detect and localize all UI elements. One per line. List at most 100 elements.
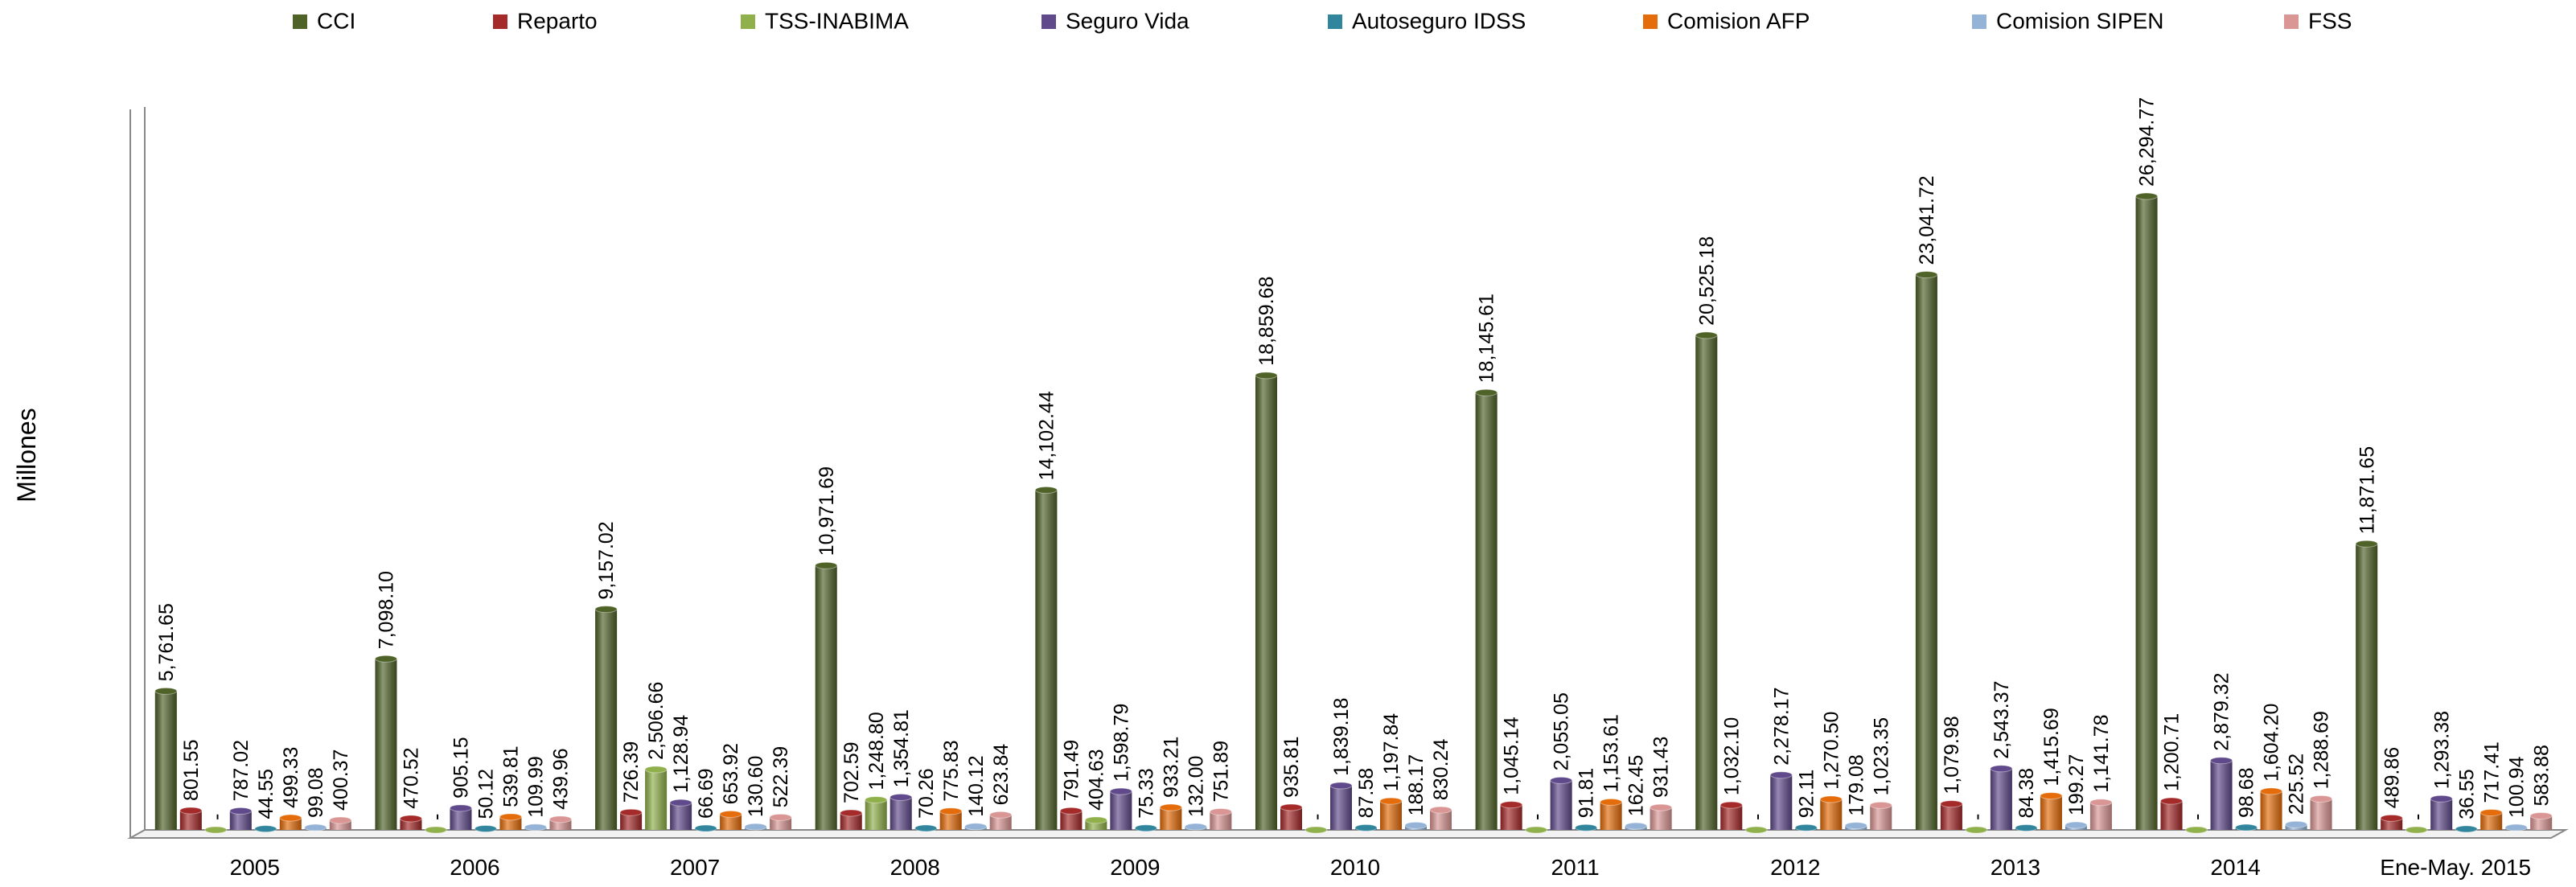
data-label: 140.12 (965, 755, 988, 816)
bar-shade (2210, 760, 2233, 830)
data-label: 1,153.61 (1600, 714, 1623, 792)
bar-shade (1600, 802, 1622, 830)
data-label: 7,098.10 (376, 571, 398, 649)
bar-shade (1820, 799, 1843, 830)
bar-cap (2504, 823, 2528, 832)
legend-swatch (741, 14, 755, 29)
bar-cap (2380, 814, 2403, 822)
data-label: 470.52 (401, 747, 423, 808)
x-tick-label: 2010 (1330, 855, 1380, 880)
data-label: 1,248.80 (865, 712, 888, 790)
bar-cap (1184, 823, 1207, 831)
bar-cap (2529, 812, 2553, 820)
data-label: 20,525.18 (1695, 236, 1718, 326)
bar-shade (595, 609, 618, 830)
bar-cap (1429, 806, 1452, 814)
legend-label: Autoseguro IDSS (1352, 8, 1526, 33)
bar-shade (1255, 375, 1277, 830)
bar-shade (1940, 803, 1962, 830)
data-label: 522.39 (770, 746, 792, 807)
bar-cap (399, 815, 422, 823)
data-label: 100.94 (2505, 756, 2528, 818)
data-label: 2,055.05 (1551, 692, 1573, 770)
bar-cap (2430, 795, 2453, 803)
bar-cap (2185, 826, 2208, 834)
legend-label: Seguro Vida (1066, 8, 1189, 33)
bar-shade (2430, 799, 2453, 830)
data-label: 702.59 (840, 741, 863, 803)
bar-cap (889, 793, 913, 801)
data-label: 1,141.78 (2090, 714, 2113, 792)
bar-cap (1379, 797, 1403, 805)
bar-shade (939, 811, 962, 830)
bar-shade (2480, 812, 2503, 830)
data-label: 2,278.17 (1770, 687, 1793, 765)
legend-swatch (1041, 14, 1056, 29)
x-tick-label: 2006 (450, 855, 499, 880)
bar-shade (865, 799, 887, 830)
data-label: 653.92 (720, 743, 742, 804)
data-label: 801.55 (180, 740, 203, 801)
bar-cap (2089, 799, 2113, 807)
bar-shade (1550, 780, 1572, 830)
bar-cap (1600, 798, 1623, 806)
data-label: 75.33 (1135, 768, 1157, 819)
legend-swatch (2284, 14, 2299, 29)
bar-cap (2285, 820, 2308, 828)
data-label: 489.86 (2381, 747, 2403, 808)
bar-shade (1430, 810, 1452, 830)
bar-shade (1720, 805, 1743, 830)
legend-swatch (493, 14, 507, 29)
bar-cap (254, 825, 277, 833)
data-label: 162.45 (1625, 755, 1648, 816)
bar-cap (2479, 809, 2503, 817)
legend-label: Comision SIPEN (1996, 8, 2164, 33)
bar-cap (1719, 801, 1743, 809)
data-label: 1,079.98 (1941, 716, 1963, 794)
bar-cap (1059, 807, 1083, 815)
bar-shade (1110, 791, 1132, 830)
data-label: 109.99 (525, 756, 548, 817)
data-label: 499.33 (280, 747, 302, 808)
data-label: 2,543.37 (1991, 680, 2013, 758)
bar-shade (375, 659, 397, 830)
data-label: 1,197.84 (1380, 713, 1403, 791)
bar-shade (329, 820, 351, 830)
data-label: 92.11 (1795, 770, 1818, 819)
bar-shade (2310, 799, 2332, 830)
data-label: 26,294.77 (2136, 97, 2159, 187)
bar-shade (279, 818, 302, 830)
bar-shade (1035, 490, 1058, 830)
bar-cap (1525, 826, 1548, 834)
data-label: 132.00 (1185, 756, 1207, 817)
x-tick-label: 2013 (1991, 855, 2040, 880)
bar-shade (840, 812, 862, 830)
data-label: 726.39 (620, 741, 643, 803)
bar-cap (329, 816, 352, 824)
bar-cap (1990, 765, 2013, 773)
bar-cap (524, 823, 547, 832)
bar-cap (229, 807, 253, 815)
bar-cap (1404, 821, 1428, 829)
bar-cap (1625, 822, 1648, 830)
bar-cap (1869, 801, 1892, 809)
bar-shade (154, 691, 177, 830)
data-label: 1,354.81 (890, 709, 913, 787)
x-tick-label: 2011 (1551, 855, 1600, 880)
data-label: 87.58 (1355, 768, 1378, 819)
bar-cap (1255, 372, 1278, 380)
data-label: 1,604.20 (2261, 704, 2283, 782)
data-label: 18,859.68 (1255, 277, 1278, 366)
data-label: 935.81 (1280, 736, 1303, 797)
bar-shade (400, 818, 422, 830)
bar-cap (815, 561, 838, 569)
data-label: 583.88 (2530, 745, 2553, 806)
bar-shade (2089, 802, 2112, 830)
bar-cap (1134, 824, 1157, 832)
data-label: 539.81 (500, 745, 523, 807)
data-label: 1,200.71 (2161, 713, 2184, 791)
data-label: 439.96 (550, 748, 573, 809)
bar-cap (1500, 801, 1523, 809)
bar-shade (2135, 196, 2158, 830)
